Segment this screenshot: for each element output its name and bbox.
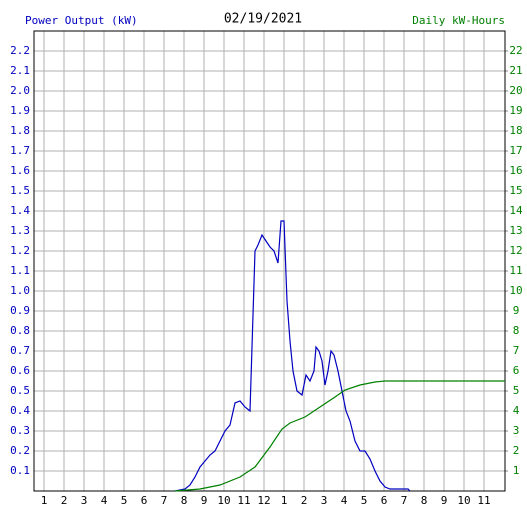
y-tick-label: 1.8 bbox=[10, 124, 30, 137]
y-tick-label: 1.2 bbox=[10, 244, 30, 257]
y2-tick-label: 9 bbox=[513, 304, 520, 317]
x-tick-label: 11 bbox=[237, 494, 250, 507]
y-tick-label: 1.5 bbox=[10, 184, 30, 197]
x-tick-label: 12 bbox=[257, 494, 270, 507]
x-tick-label: 6 bbox=[141, 494, 148, 507]
y-tick-label: 1.3 bbox=[10, 224, 30, 237]
y2-tick-label: 8 bbox=[513, 324, 520, 337]
y-tick-label: 0.1 bbox=[10, 464, 30, 477]
x-tick-label: 11 bbox=[477, 494, 490, 507]
y2-tick-label: 14 bbox=[509, 204, 523, 217]
x-tick-label: 8 bbox=[181, 494, 188, 507]
x-tick-label: 9 bbox=[201, 494, 208, 507]
y-axis-title: Power Output (kW) bbox=[25, 14, 138, 27]
y2-tick-label: 6 bbox=[513, 364, 520, 377]
y-tick-label: 0.6 bbox=[10, 364, 30, 377]
x-tick-label: 4 bbox=[341, 494, 348, 507]
y-tick-label: 1.6 bbox=[10, 164, 30, 177]
y-tick-label: 2.1 bbox=[10, 64, 30, 77]
x-tick-label: 1 bbox=[41, 494, 48, 507]
x-tick-label: 3 bbox=[321, 494, 328, 507]
y-tick-label: 2.0 bbox=[10, 84, 30, 97]
y2-tick-label: 17 bbox=[509, 144, 522, 157]
x-tick-label: 6 bbox=[381, 494, 388, 507]
series-line bbox=[174, 220, 411, 492]
y2-tick-label: 3 bbox=[513, 424, 520, 437]
chart-title: 02/19/2021 bbox=[224, 12, 302, 27]
y2-tick-label: 11 bbox=[509, 264, 522, 277]
y-tick-label: 1.4 bbox=[10, 204, 30, 217]
y-tick-label: 0.4 bbox=[10, 404, 30, 417]
y2-tick-label: 7 bbox=[513, 344, 520, 357]
y2-tick-label: 12 bbox=[509, 244, 522, 257]
y-tick-label: 1.1 bbox=[10, 264, 30, 277]
y2-tick-label: 2 bbox=[513, 444, 520, 457]
x-tick-label: 8 bbox=[421, 494, 428, 507]
x-tick-label: 5 bbox=[121, 494, 128, 507]
series-line bbox=[174, 380, 505, 492]
x-tick-label: 7 bbox=[161, 494, 168, 507]
y2-tick-label: 13 bbox=[509, 224, 522, 237]
y-tick-label: 0.3 bbox=[10, 424, 30, 437]
y2-tick-label: 4 bbox=[513, 404, 520, 417]
y2-tick-label: 10 bbox=[509, 284, 522, 297]
y-tick-label: 0.2 bbox=[10, 444, 30, 457]
y2-tick-label: 18 bbox=[509, 124, 522, 137]
y-tick-label: 1.7 bbox=[10, 144, 30, 157]
x-tick-label: 4 bbox=[101, 494, 108, 507]
x-tick-label: 2 bbox=[301, 494, 308, 507]
y-tick-label: 1.9 bbox=[10, 104, 30, 117]
y2-tick-label: 21 bbox=[509, 64, 522, 77]
y-tick-label: 0.7 bbox=[10, 344, 30, 357]
y-tick-label: 0.5 bbox=[10, 384, 30, 397]
x-tick-label: 3 bbox=[81, 494, 88, 507]
y2-tick-label: 15 bbox=[509, 184, 522, 197]
y2-tick-label: 22 bbox=[509, 44, 522, 57]
y-tick-label: 2.2 bbox=[10, 44, 30, 57]
x-tick-label: 9 bbox=[441, 494, 448, 507]
x-tick-label: 1 bbox=[281, 494, 288, 507]
y2-tick-label: 16 bbox=[509, 164, 522, 177]
y-tick-label: 1.0 bbox=[10, 284, 30, 297]
x-tick-label: 10 bbox=[457, 494, 470, 507]
y2-tick-label: 19 bbox=[509, 104, 522, 117]
plot-frame bbox=[33, 30, 506, 492]
y2-tick-label: 5 bbox=[513, 384, 520, 397]
x-tick-label: 10 bbox=[217, 494, 230, 507]
x-tick-label: 5 bbox=[361, 494, 368, 507]
y-tick-label: 0.8 bbox=[10, 324, 30, 337]
y-tick-label: 0.9 bbox=[10, 304, 30, 317]
y2-tick-label: 20 bbox=[509, 84, 522, 97]
y2-axis-title: Daily kW-Hours bbox=[412, 14, 505, 27]
x-tick-label: 2 bbox=[61, 494, 68, 507]
y2-tick-label: 1 bbox=[513, 464, 520, 477]
x-tick-label: 7 bbox=[401, 494, 408, 507]
